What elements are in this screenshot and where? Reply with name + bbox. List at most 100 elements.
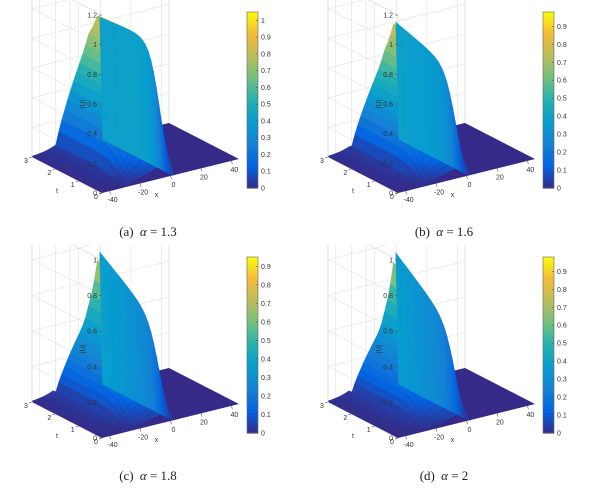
colorbar-band <box>247 409 258 414</box>
caption-symbol: α <box>441 468 448 483</box>
z-tick-label: 1 <box>93 42 97 49</box>
colorbar-tick-label: 0.8 <box>557 42 567 49</box>
surface-front-face <box>166 404 174 421</box>
x-tick-label: 20 <box>200 419 208 426</box>
colorbar-band <box>247 158 258 163</box>
z-tick-label: 0.8 <box>87 293 97 300</box>
colorbar-band <box>247 271 258 276</box>
colorbar-tick-label: 0.1 <box>557 168 567 175</box>
colorbar-band <box>247 383 258 387</box>
colorbar-band <box>247 179 258 183</box>
colorbar-band <box>247 132 258 136</box>
colorbar-tick-label: 0.5 <box>261 102 271 109</box>
colorbar-band <box>543 374 554 378</box>
colorbar-band <box>247 20 258 25</box>
x-tick-label: 0 <box>468 182 472 189</box>
colorbar-band <box>543 138 554 142</box>
colorbar-band <box>543 324 554 328</box>
surface-front-face <box>462 405 470 421</box>
z-tick-label: 0 <box>93 436 97 443</box>
colorbar-band <box>543 280 554 284</box>
colorbar-tick-label: 0.3 <box>557 132 567 139</box>
colorbar-band <box>543 350 554 355</box>
colorbar-band <box>247 44 258 48</box>
t-tick <box>394 437 399 440</box>
colorbar-band <box>543 97 554 101</box>
colorbar-tick-label: 0.5 <box>261 338 271 345</box>
x-tick-label: -20 <box>434 435 444 442</box>
colorbar-band <box>543 321 554 326</box>
colorbar-tick-label: 0 <box>557 431 561 438</box>
colorbar-band <box>247 292 258 296</box>
colorbar-band <box>543 356 554 361</box>
colorbar-band <box>543 76 554 81</box>
colorbar-band <box>247 23 258 28</box>
colorbar-d: 0 0.1 0.2 0.3 0.4 0.5 0.6 0.7 0.8 0.9 <box>542 256 567 438</box>
colorbar-band <box>247 94 258 98</box>
colorbar-band <box>543 14 554 19</box>
colorbar-band <box>543 176 554 180</box>
x-tick <box>200 413 203 417</box>
surface-mesh <box>327 251 470 436</box>
z-tick-label: 0.4 <box>87 364 97 371</box>
subplot-c: 0 0.2 0.4 0.6 0.8 1 |U| -40 -20 0 20 40 x 0 1 2 3 t 0 0.1 0.… <box>0 245 296 490</box>
x-tick-label: 0 <box>172 182 176 189</box>
colorbar-band <box>247 185 258 189</box>
colorbar-band <box>543 330 554 334</box>
colorbar-band <box>247 149 258 154</box>
colorbar-band <box>247 374 258 378</box>
colorbar-band <box>247 289 258 293</box>
colorbar-band <box>543 389 554 393</box>
colorbar-tick-label: 0.8 <box>261 282 271 289</box>
t-tick-label: 0 <box>390 439 394 446</box>
colorbar-band <box>247 141 258 145</box>
colorbar-band <box>543 26 554 31</box>
colorbar-band <box>543 327 554 331</box>
colorbar-band <box>543 155 554 160</box>
colorbar-tick-label: 0.9 <box>261 35 271 42</box>
z-tick-label: 0 <box>389 436 393 443</box>
colorbar-tick-label: 0.5 <box>557 341 567 348</box>
colorbar-tick-label: 0.1 <box>557 413 567 420</box>
colorbar-band <box>247 315 258 320</box>
colorbar-band <box>543 318 554 323</box>
colorbar-band <box>247 135 258 139</box>
colorbar-band <box>247 324 258 328</box>
colorbar-band <box>543 339 554 343</box>
t-tick-label: 1 <box>367 427 371 434</box>
caption-value: = 1.3 <box>149 224 177 239</box>
surface-plot-d: 0 0.2 0.4 0.6 0.8 1 |U| -40 -20 0 20 40 x 0 1 2 3 t 0 0.1 0.… <box>320 245 567 449</box>
colorbar-band <box>543 129 554 133</box>
colorbar-tick-label: 0.1 <box>261 412 271 419</box>
x-tick <box>405 191 407 195</box>
colorbar-band <box>543 315 554 320</box>
colorbar-band <box>543 306 554 311</box>
colorbar-band <box>543 64 554 69</box>
colorbar-tick-label: 0.8 <box>557 287 567 294</box>
caption-label: (a) <box>119 224 134 239</box>
x-axis-label: x <box>451 192 455 199</box>
colorbar-band <box>543 274 554 279</box>
colorbar-band <box>543 268 554 273</box>
surface-plot-a: 0 0.2 0.4 0.6 0.8 1 1.2 |U| -40 -20 0 20 40 x 0 1 2 3 t 0 0.… <box>24 0 271 204</box>
z-tick-label: 0 <box>93 191 97 198</box>
colorbar-tick-label: 1 <box>261 18 265 25</box>
z-tick-label: 1.2 <box>383 13 393 20</box>
colorbar-band <box>543 141 554 145</box>
colorbar-band <box>247 406 258 411</box>
x-tick <box>527 405 529 409</box>
colorbar-band <box>543 50 554 54</box>
z-tick-label: 0.2 <box>383 400 393 407</box>
x-axis-label: x <box>155 437 159 444</box>
caption-label: (d) <box>419 468 435 483</box>
x-tick <box>231 160 233 164</box>
colorbar-band <box>543 303 554 308</box>
colorbar-band <box>543 391 554 396</box>
colorbar-band <box>543 17 554 22</box>
surface-mesh <box>31 251 174 436</box>
colorbar-band <box>247 79 258 83</box>
colorbar-band <box>543 406 554 411</box>
colorbar-band <box>247 386 258 390</box>
t-tick <box>75 425 79 428</box>
